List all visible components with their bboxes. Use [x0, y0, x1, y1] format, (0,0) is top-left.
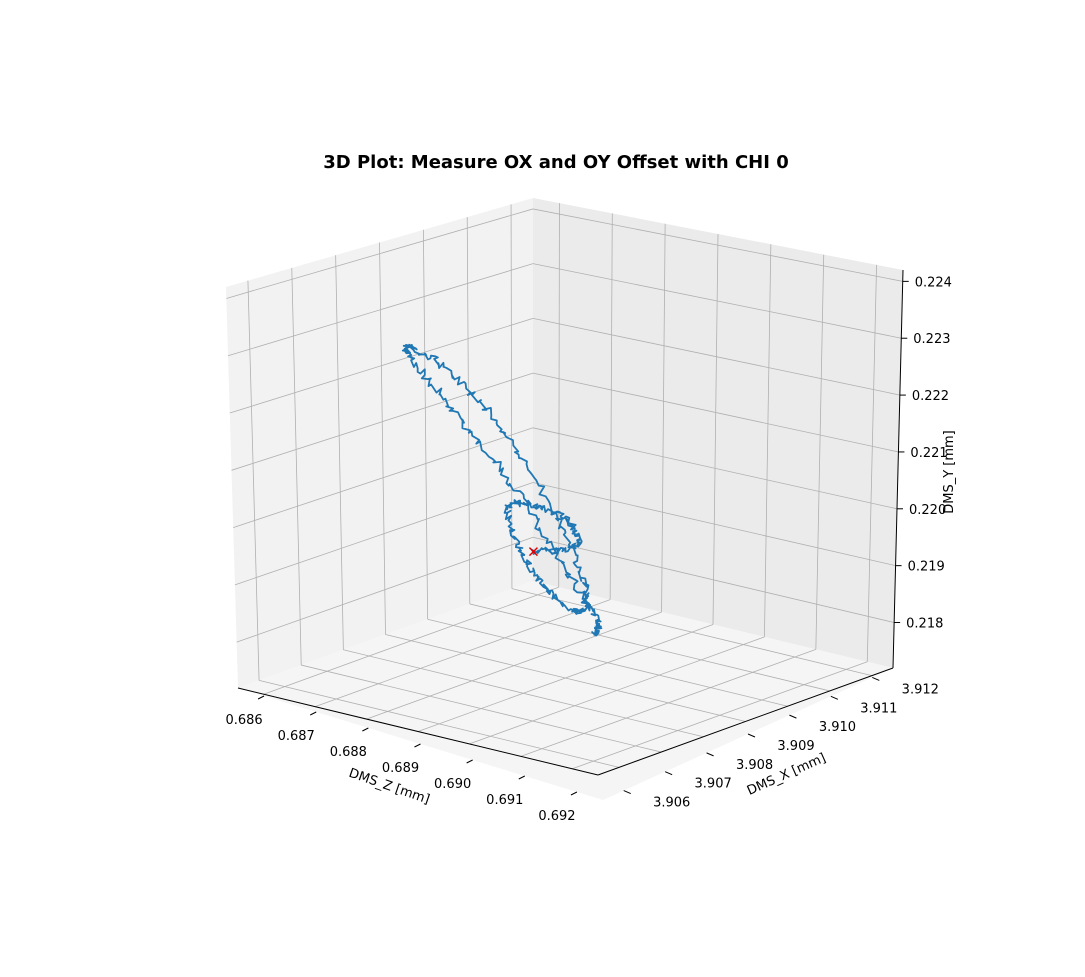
grid-line-z-wall [335, 255, 344, 650]
grid-line-y-right [532, 482, 896, 567]
axis-lines [237, 269, 904, 776]
grid-line-x-floor [520, 648, 816, 757]
x-tick-label: 3.910 [819, 720, 856, 735]
grid-line-y-right [532, 263, 902, 339]
grid-line-z-wall [379, 242, 386, 635]
grid-line-y-right [532, 372, 899, 453]
chart-title: 3D Plot: Measure OX and OY Offset with C… [323, 152, 788, 173]
y-axis-label: DMS_Y [mm] [942, 430, 957, 514]
grid-line-x-floor [366, 611, 662, 720]
x-tick-mark [706, 752, 714, 757]
grid-line-x-floor [315, 599, 611, 708]
grid-line-y-left [226, 208, 534, 299]
y-tick-label: 0.219 [908, 560, 945, 575]
grid-line-y-left [227, 263, 534, 357]
left-pane [226, 198, 533, 688]
y-tick-label: 0.222 [912, 389, 949, 404]
x-tick-mark [664, 771, 673, 776]
x-tick-label: 3.907 [695, 777, 732, 792]
grid-line-z-wall [466, 217, 471, 604]
grid-line-x-floor [417, 624, 714, 732]
grid-line-y-right [532, 536, 895, 623]
z-tick-label: 0.692 [538, 809, 575, 824]
x-tick-mark [789, 714, 797, 719]
z-tick-mark [570, 791, 578, 796]
z-tick-mark [518, 775, 526, 780]
z-axis-ticks: 0.686 0.687 0.688 0.689 0.690 0.691 0.692 [225, 695, 578, 824]
grid-line-y-left [236, 536, 534, 643]
grid-line-z-wall [247, 280, 260, 681]
series-line [401, 343, 603, 637]
y-axis-line [892, 269, 904, 669]
grid-line-x-wall [558, 203, 560, 588]
y-axis-ticks: 0.218 0.219 0.220 0.221 0.222 0.223 0.224 [894, 275, 952, 632]
grid-line-z-wall [291, 267, 302, 666]
grid-line-x-floor [469, 636, 765, 745]
z-tick-mark [257, 695, 265, 700]
z-axis-line [597, 667, 894, 776]
z-tick-label: 0.690 [434, 777, 471, 792]
z-tick-mark [362, 727, 369, 732]
grid-line-z-wall [422, 229, 429, 620]
grid-line-x-wall [815, 254, 825, 650]
z-tick-mark [466, 759, 473, 764]
grid-line-y-left [234, 482, 534, 586]
start-marker [528, 547, 538, 557]
grid-line-y-left [231, 372, 534, 471]
marker-stroke [528, 547, 538, 557]
marker-layer [528, 547, 538, 557]
x-axis-line [237, 687, 599, 776]
z-tick-mark [309, 711, 317, 716]
grid-line-y-left [229, 317, 534, 414]
grid-line-x-wall [661, 223, 666, 613]
floor-pane [238, 581, 893, 800]
x-tick-mark [872, 676, 880, 681]
x-axis-ticks: 3.906 3.907 3.908 3.909 3.910 3.911 3.912 [623, 676, 939, 811]
y-tick-label: 0.220 [909, 503, 946, 518]
grid-line-y-right [532, 208, 903, 282]
grid-line-x-wall [609, 213, 613, 600]
x-tick-label: 3.912 [902, 682, 939, 697]
z-tick-label: 0.686 [225, 713, 262, 728]
z-tick-label: 0.689 [382, 761, 419, 776]
grid-line-x-floor [263, 586, 559, 695]
x-tick-mark [623, 790, 631, 795]
grid-line-x-floor [572, 661, 868, 770]
gridlines [226, 203, 903, 770]
grid-line-x-wall [764, 244, 772, 637]
x-tick-mark [747, 733, 756, 738]
grid-line-y-right [532, 427, 898, 510]
y-tick-label: 0.224 [915, 275, 952, 290]
x-tick-label: 3.911 [860, 701, 897, 716]
z-tick-label: 0.687 [278, 729, 315, 744]
x-tick-label: 3.908 [736, 758, 773, 773]
y-tick-label: 0.218 [906, 617, 943, 632]
y-tick-label: 0.221 [910, 446, 947, 461]
x-tick-mark [830, 695, 839, 700]
grid-line-y-right [532, 317, 900, 396]
grid-line-x-wall [712, 233, 719, 625]
z-tick-label: 0.691 [486, 793, 523, 808]
series-layer [401, 343, 603, 637]
grid-line-y-left [233, 427, 534, 528]
x-tick-label: 3.909 [777, 739, 814, 754]
y-tick-label: 0.223 [913, 332, 950, 347]
x-tick-label: 3.906 [653, 796, 690, 811]
z-tick-mark [414, 743, 421, 748]
grid-line-x-wall [866, 264, 877, 662]
z-tick-label: 0.688 [330, 745, 367, 760]
right-pane [533, 198, 903, 668]
